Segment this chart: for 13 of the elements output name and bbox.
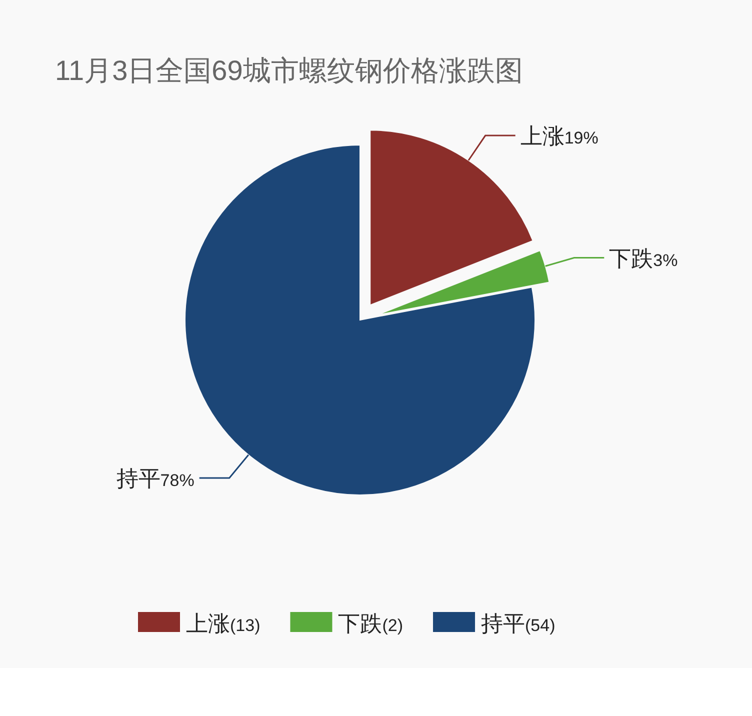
legend-label: 下跌 <box>338 611 382 636</box>
data-label: 3% <box>653 250 678 270</box>
slice-label: 上涨 <box>520 124 564 149</box>
slice-label: 下跌 <box>609 246 654 271</box>
text: (2) <box>382 616 404 635</box>
text: (13) <box>230 616 260 635</box>
text: (54) <box>525 616 556 635</box>
chart-title: 11月3日全国69城市螺纹钢价格涨跌图 <box>55 55 523 86</box>
legend-label: 上涨 <box>186 611 230 636</box>
legend-label: 持平 <box>481 611 526 636</box>
data-label: 19% <box>564 128 598 148</box>
data-label: 78% <box>160 470 194 490</box>
slice-label: 持平 <box>116 466 160 491</box>
